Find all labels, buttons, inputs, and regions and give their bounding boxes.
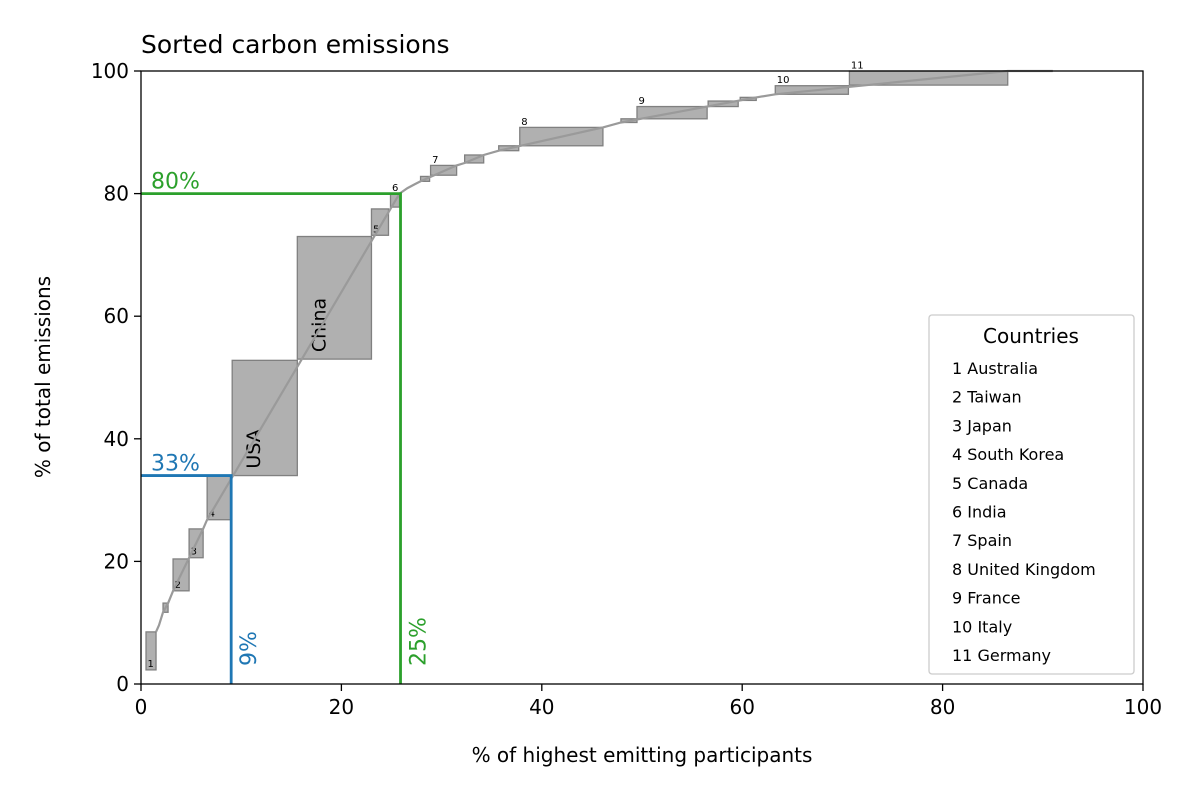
cumulative-curve	[154, 69, 1053, 633]
threshold-line	[141, 474, 233, 684]
legend-entry: 4 South Korea	[952, 445, 1064, 464]
box-label: 4	[209, 509, 215, 520]
y-tick-label: 60	[104, 304, 129, 328]
box-label: 7	[432, 155, 438, 166]
box-label: 5	[373, 224, 379, 235]
legend-entry: 2 Taiwan	[952, 388, 1022, 407]
y-tick-label: 0	[116, 672, 129, 696]
legend-entry: 5 Canada	[952, 474, 1028, 493]
box-label: USA	[243, 429, 265, 468]
curve-layer	[154, 69, 1053, 633]
box-label: 10	[777, 75, 790, 86]
x-axis-ticks: 0 20 40 60 80 100	[135, 684, 1162, 719]
box-label: 1	[148, 659, 154, 670]
y-tick-label: 80	[104, 182, 129, 206]
legend-entry: 3 Japan	[952, 416, 1012, 435]
legend-entry: 1 Australia	[952, 359, 1038, 378]
legend-title: Countries	[983, 324, 1079, 348]
legend-entry: 7 Spain	[952, 531, 1012, 550]
emission-box	[231, 359, 298, 477]
box-label: 6	[392, 183, 398, 194]
x-tick-label: 0	[135, 695, 148, 719]
threshold-y-label: 33%	[151, 452, 200, 477]
x-tick-label: 20	[329, 695, 354, 719]
legend: Countries 1 Australia 2 Taiwan 3 Japan 4 So…	[928, 314, 1135, 675]
box-label: 9	[638, 96, 644, 107]
y-tick-label: 100	[91, 59, 129, 83]
threshold-x-label: 25%	[407, 617, 432, 666]
y-axis-ticks: 0 20 40 60 80 100	[91, 59, 141, 696]
x-tick-label: 80	[930, 695, 955, 719]
legend-entry: 9 France	[952, 589, 1020, 608]
threshold-line	[141, 192, 402, 684]
legend-frame	[928, 314, 1135, 675]
y-axis-label: % of total emissions	[31, 276, 55, 478]
chart-title: Sorted carbon emissions	[141, 30, 450, 59]
emission-box	[370, 208, 390, 236]
x-tick-label: 40	[529, 695, 554, 719]
x-axis-label: % of highest emitting participants	[472, 743, 813, 767]
box-label: 11	[851, 61, 864, 72]
emission-box	[145, 631, 157, 671]
plot-frame	[140, 70, 1144, 685]
y-tick-label: 40	[104, 427, 129, 451]
emission-box	[296, 235, 373, 360]
threshold-y-label: 80%	[151, 170, 200, 195]
box-label: 2	[175, 580, 181, 591]
threshold-layer: 33% 9% 80% 25%	[141, 170, 432, 684]
legend-entry: 8 United Kingdom	[952, 560, 1096, 579]
x-tick-label: 60	[729, 695, 754, 719]
y-tick-label: 20	[104, 549, 129, 573]
legend-entry: 6 India	[952, 503, 1007, 522]
legend-entry: 11 Germany	[952, 646, 1051, 665]
threshold-x-label: 9%	[237, 631, 262, 666]
box-label: 3	[191, 547, 197, 558]
legend-entry: 10 Italy	[952, 617, 1012, 636]
x-tick-label: 100	[1124, 695, 1162, 719]
box-label: 8	[521, 117, 527, 128]
